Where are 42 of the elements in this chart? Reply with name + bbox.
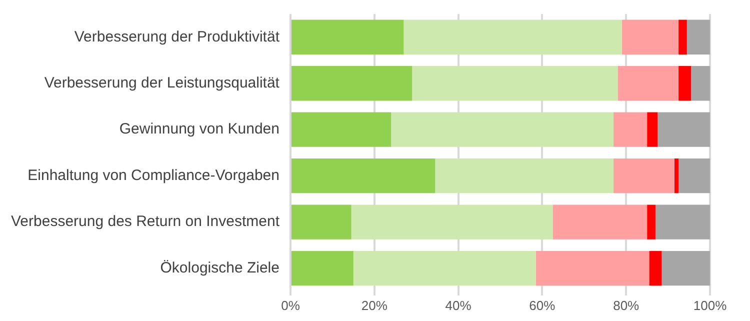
bar [404, 20, 622, 54]
bar [618, 66, 679, 101]
bar [647, 204, 656, 240]
bar [614, 112, 648, 147]
bar [622, 20, 679, 54]
y-tick-label: Verbesserung der Leistungsqualität [44, 74, 280, 92]
bar [291, 204, 352, 240]
bar [353, 250, 536, 286]
bar [391, 112, 614, 147]
x-tick-label: 40% [445, 298, 472, 313]
bar [291, 158, 436, 194]
bar [674, 158, 679, 194]
y-tick-label: Verbesserung der Produktivität [74, 28, 280, 46]
bar [291, 66, 412, 101]
bar [552, 204, 648, 240]
bar [678, 66, 692, 101]
bar [678, 158, 710, 194]
bar [351, 204, 553, 240]
bar [614, 158, 674, 194]
bar [435, 158, 614, 194]
bar [686, 20, 710, 54]
y-tick-label: Ökologische Ziele [160, 259, 280, 276]
bar [691, 66, 710, 101]
y-tick-label: Verbesserung des Return on Investment [10, 213, 280, 230]
bar [412, 66, 618, 101]
bar [291, 20, 404, 54]
y-tick-label: Gewinnung von Kunden [119, 120, 280, 138]
x-tick-label: 100% [693, 298, 728, 313]
x-tick-label: 0% [281, 298, 300, 313]
bar [649, 250, 662, 286]
bar [291, 250, 354, 286]
bar [655, 204, 710, 240]
bar [678, 20, 687, 54]
bar [291, 112, 392, 147]
bar [658, 112, 710, 147]
bar [662, 250, 710, 286]
y-tick-label: Einhaltung von Compliance-Vorgaben [28, 166, 280, 184]
x-tick-label: 60% [529, 298, 556, 313]
x-tick-label: 20% [361, 298, 388, 313]
bar [536, 250, 650, 286]
x-tick-label: 80% [613, 298, 640, 313]
bar [647, 112, 658, 147]
